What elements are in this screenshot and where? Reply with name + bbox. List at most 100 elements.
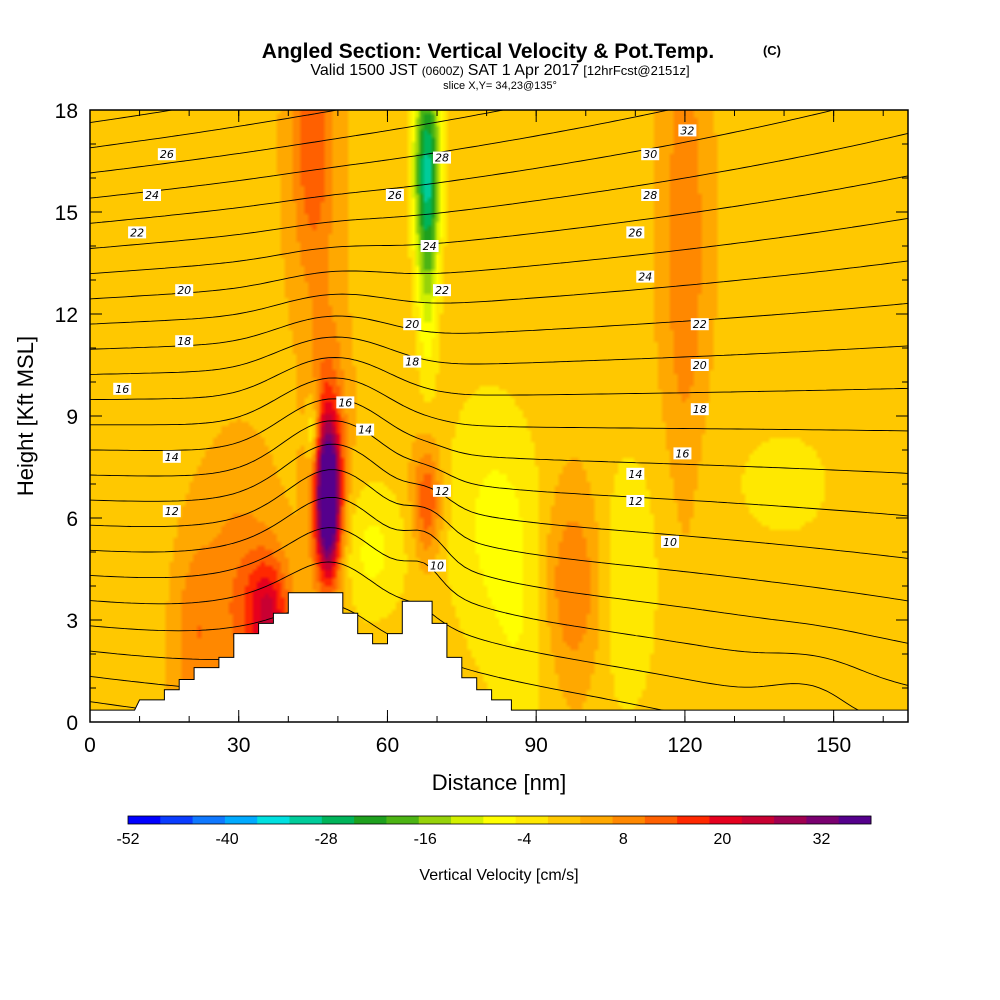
colorbar-swatch xyxy=(580,816,613,824)
x-axis-label: Distance [nm] xyxy=(432,770,567,795)
colorbar-swatch xyxy=(838,816,872,824)
contour-label: 30 xyxy=(643,148,657,161)
contour-label-bg xyxy=(162,505,181,518)
theta-contour xyxy=(90,260,908,325)
theta-contour xyxy=(90,110,834,224)
contour-labels: 26 24 22 20 18 16 14 12 16 14 26 28 24 22 20 18 12 10 32 30… xyxy=(113,124,709,573)
colorbar-swatch xyxy=(418,816,452,824)
contour-label-bg xyxy=(432,484,451,497)
contour-label-bg xyxy=(385,189,404,201)
colorbar-swatch xyxy=(192,816,226,824)
colorbar-swatch xyxy=(612,816,646,824)
contour-label: 18 xyxy=(405,356,419,369)
contour-label-bg xyxy=(336,396,355,409)
contour-label: 10 xyxy=(430,560,444,573)
contour-label: 32 xyxy=(680,124,694,137)
colorbar-swatch xyxy=(224,816,258,824)
theta-contour xyxy=(90,132,908,249)
theta-contour xyxy=(90,496,908,644)
contour-label-bg xyxy=(690,359,709,371)
contour-label-bg xyxy=(432,284,451,297)
colorbar-frame xyxy=(127,815,872,825)
contour-label: 22 xyxy=(693,318,707,331)
colorbar-tick-label: -4 xyxy=(517,831,531,848)
contour-label-bg xyxy=(626,226,645,239)
contour-label: 10 xyxy=(663,536,677,549)
colorbar-tick-label: -52 xyxy=(116,831,139,848)
contour-label: 14 xyxy=(165,451,179,464)
axis-ticks: 0 30 60 90 120 150 0 3 6 9 12 15 18 xyxy=(55,100,908,757)
contour-label: 24 xyxy=(145,189,159,202)
contour-label: 20 xyxy=(693,359,707,372)
contour-label: 26 xyxy=(628,226,642,239)
x-tick-label: 150 xyxy=(816,734,851,757)
contour-label-bg xyxy=(403,318,422,331)
colorbar-tick-label: 8 xyxy=(619,831,628,848)
contour-label-bg xyxy=(641,189,660,201)
chart-title-suffix: (C) xyxy=(763,43,781,58)
contour-label-bg xyxy=(420,240,439,252)
contour-label-bg xyxy=(162,450,181,463)
x-tick-label: 90 xyxy=(525,734,548,757)
colorbar-swatch xyxy=(741,816,775,824)
contour-label: 16 xyxy=(338,396,352,409)
chart-title: Angled Section: Vertical Velocity & Pot.… xyxy=(262,40,714,63)
colorbar-swatch xyxy=(160,816,193,824)
contour-label: 22 xyxy=(435,284,449,297)
contour-label-bg xyxy=(690,403,709,416)
colorbar-label: Vertical Velocity [cm/s] xyxy=(419,867,578,884)
colorbar-swatch xyxy=(257,816,290,824)
theta-contour xyxy=(90,377,908,432)
colorbar-swatch xyxy=(677,816,710,824)
colorbar-swatch xyxy=(806,816,840,824)
y-axis-label: Height [Kft MSL] xyxy=(13,336,38,496)
contour-label: 16 xyxy=(675,447,689,460)
colorbar-tick-label: -28 xyxy=(315,831,338,848)
contour-label-bg xyxy=(403,355,422,368)
contour-label-bg xyxy=(428,559,447,572)
contour-label-bg xyxy=(661,535,680,548)
contour-label: 12 xyxy=(435,485,449,498)
theta-contour xyxy=(90,527,908,686)
contour-label: 20 xyxy=(177,284,191,297)
contour-label-bg xyxy=(673,447,692,460)
contour-label: 18 xyxy=(693,403,707,416)
colorbar-tick-label: -40 xyxy=(216,831,239,848)
x-tick-label: 0 xyxy=(84,734,96,757)
contour-label-bg xyxy=(175,284,194,297)
contour-label-bg xyxy=(356,423,375,436)
y-tick-label: 0 xyxy=(66,712,78,735)
colorbar-swatch xyxy=(774,816,807,824)
contour-label: 12 xyxy=(165,505,179,518)
colorbar-swatch xyxy=(354,816,387,824)
contour-label-bg xyxy=(678,124,697,137)
contour-label-bg xyxy=(432,151,451,164)
colorbar-tick-label: 32 xyxy=(813,831,831,848)
y-tick-label: 15 xyxy=(55,202,78,225)
colorbar-swatch xyxy=(547,816,581,824)
contour-label: 28 xyxy=(435,152,449,165)
y-tick-label: 9 xyxy=(66,406,78,429)
contour-label: 16 xyxy=(115,383,129,396)
colorbar-swatch xyxy=(289,816,323,824)
colorbar-swatch xyxy=(386,816,420,824)
y-tick-label: 12 xyxy=(55,304,78,327)
theta-contour xyxy=(90,469,908,602)
contour-label: 26 xyxy=(388,189,402,202)
x-tick-label: 60 xyxy=(376,734,399,757)
contour-label: 20 xyxy=(405,318,419,331)
theta-contour xyxy=(90,357,908,401)
contour-label-bg xyxy=(636,270,655,283)
contour-label: 24 xyxy=(638,271,652,284)
contour-label-bg xyxy=(626,495,645,507)
theta-contour xyxy=(90,398,908,474)
terrain-mask xyxy=(89,592,909,723)
contour-label-bg xyxy=(142,189,161,201)
colorbar-swatch xyxy=(128,816,161,824)
x-tick-label: 30 xyxy=(227,734,250,757)
contour-label: 14 xyxy=(628,468,642,481)
y-tick-label: 18 xyxy=(55,100,78,123)
colorbar-swatch xyxy=(451,816,484,824)
